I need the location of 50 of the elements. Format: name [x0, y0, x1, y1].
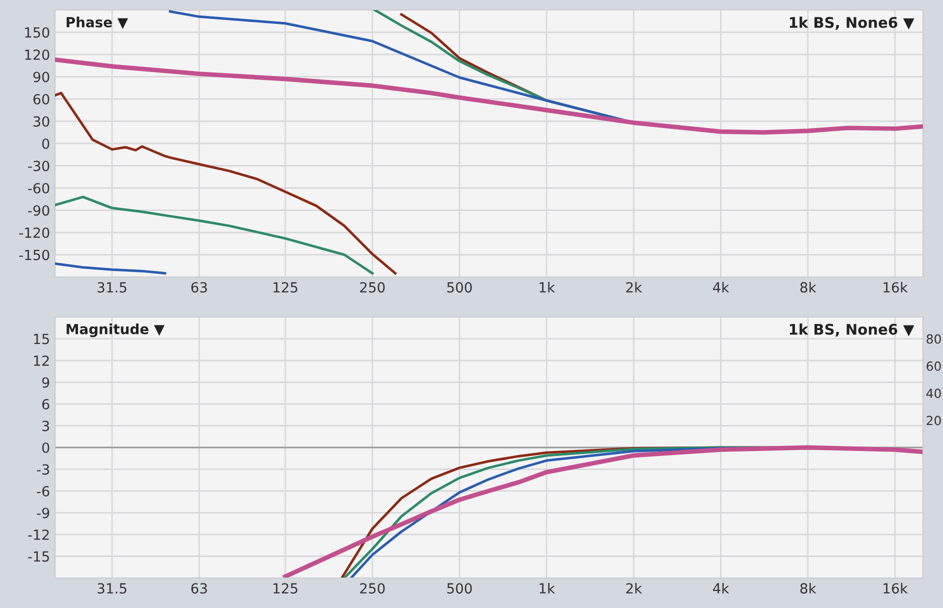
y-tick-label: 120: [25, 49, 50, 60]
y2-tick-label: 20: [926, 416, 941, 426]
x-tick-label: 2k: [626, 582, 642, 594]
y-tick-label: -15: [28, 551, 49, 562]
y-tick-label: 90: [33, 72, 50, 82]
y2-tick-label: 80: [926, 334, 941, 344]
x-tick-label: 63: [191, 282, 207, 293]
x-tick-label: 125: [274, 583, 298, 594]
y-tick-label: 0: [42, 138, 50, 149]
x-tick-label: 1k: [540, 582, 555, 594]
x-tick-label: 125: [274, 282, 298, 293]
x-tick-label: 16k: [884, 582, 908, 594]
x-tick-label: 250: [360, 583, 385, 594]
x-tick-label: 16k: [884, 282, 908, 293]
y-tick-label: -12: [28, 529, 49, 540]
x-tick-label: 31.5: [98, 282, 126, 293]
y-tick-label: -30: [28, 160, 50, 172]
x-tick-label: 4k: [713, 282, 730, 292]
y-tick-label: 6: [42, 398, 50, 410]
y-tick-label: -120: [19, 227, 50, 238]
y-tick-label: -60: [28, 182, 50, 194]
x-tick-label: 500: [447, 282, 472, 293]
y-tick-label: 60: [33, 94, 50, 104]
y2-tick-label: 60: [926, 361, 941, 371]
x-tick-label: 500: [447, 583, 472, 594]
chart-title: Magnitude ▼: [66, 324, 165, 338]
x-tick-label: 250: [360, 282, 385, 293]
y2-tick-label: 40: [926, 388, 941, 398]
y-tick-label: 3: [42, 420, 50, 432]
y-tick-label: -9: [36, 508, 50, 518]
y-tick-label: -6: [36, 486, 50, 496]
x-tick-label: 31.5: [98, 583, 126, 594]
y-tick-label: 15: [34, 334, 49, 344]
y-tick-label: -150: [19, 250, 50, 260]
x-tick-label: 8k: [800, 282, 816, 293]
x-tick-label: 1k: [540, 282, 555, 292]
y-tick-label: 9: [42, 377, 50, 388]
annotation: 1k BS, None6 ▼: [790, 16, 914, 30]
x-tick-label: 8k: [800, 582, 816, 594]
chart-title: Phase ▼: [66, 16, 128, 29]
y-tick-label: 0: [42, 442, 50, 453]
y-tick-label: -90: [28, 205, 50, 216]
y-tick-label: 30: [34, 116, 50, 127]
annotation: 1k BS, None6 ▼: [790, 324, 914, 337]
y-tick-label: 150: [25, 27, 50, 38]
x-tick-label: 63: [191, 583, 207, 594]
y-tick-label: 12: [34, 355, 49, 366]
x-tick-label: 4k: [713, 582, 730, 594]
y-tick-label: -3: [36, 464, 50, 475]
x-tick-label: 2k: [626, 282, 642, 292]
